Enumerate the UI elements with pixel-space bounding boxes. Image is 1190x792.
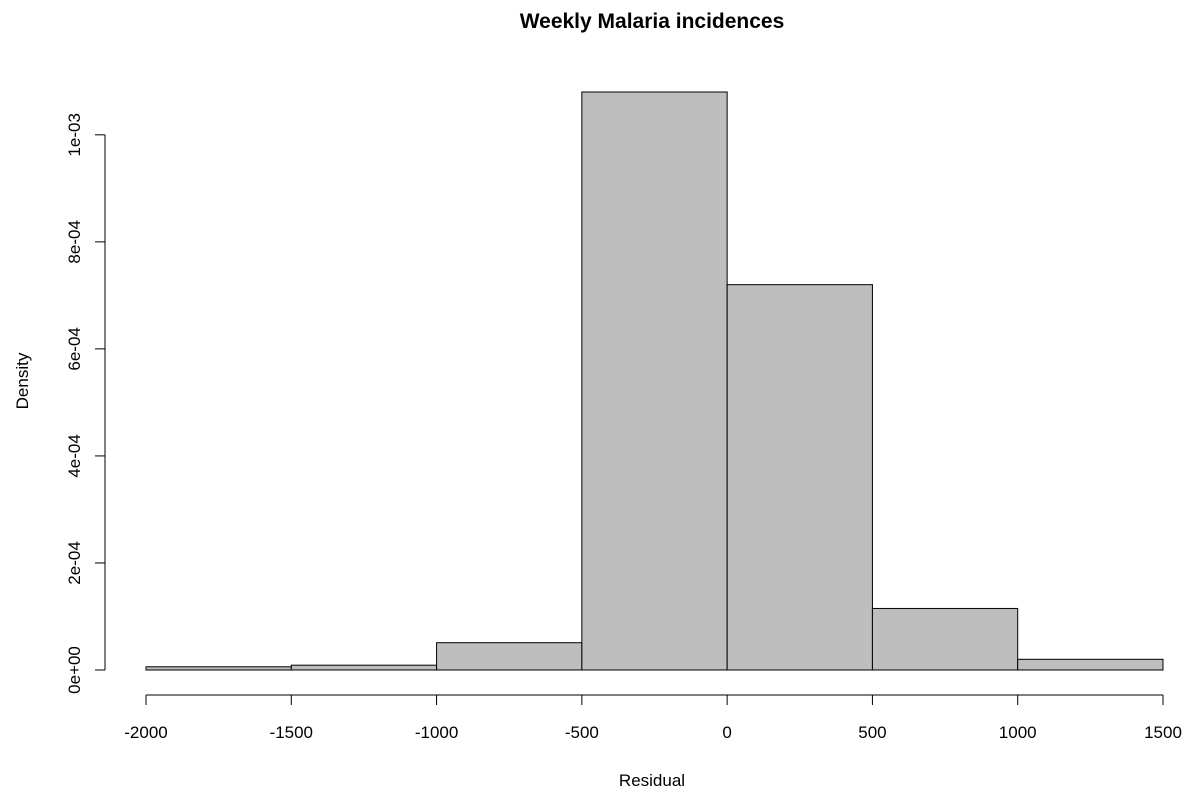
x-tick-label: -2000	[124, 723, 167, 742]
histogram-bar-1	[145, 666, 292, 671]
histogram-bar-5	[726, 284, 873, 671]
y-axis-ticks: 0e+00 2e-04 4e-04 6e-04 8e-04 1e-03	[65, 113, 105, 694]
y-tick-label: 6e-04	[65, 327, 84, 370]
x-axis-ticks: -2000 -1500 -1000 -500 0 500 1000 1500	[124, 695, 1182, 742]
chart-title: Weekly Malaria incidences	[520, 10, 785, 33]
x-tick-label: -1000	[415, 723, 458, 742]
y-tick-label: 0e+00	[65, 646, 84, 694]
x-tick-label: 0	[722, 723, 731, 742]
x-tick-label: 500	[858, 723, 886, 742]
histogram-bar-6	[871, 607, 1019, 671]
histogram-bar-4	[581, 91, 728, 671]
x-tick-label: -500	[565, 723, 599, 742]
histogram-bar-7	[1017, 658, 1164, 671]
x-tick-label: -1500	[270, 723, 313, 742]
bars-group	[145, 91, 1164, 671]
y-tick-label: 4e-04	[65, 434, 84, 477]
y-tick-label: 8e-04	[65, 220, 84, 263]
y-tick-label: 1e-03	[65, 113, 84, 156]
x-axis-label: Residual	[619, 771, 685, 790]
x-tick-label: 1000	[999, 723, 1037, 742]
histogram-bar-3	[436, 642, 583, 671]
x-tick-label: 1500	[1144, 723, 1182, 742]
y-axis-label: Density	[13, 352, 32, 409]
histogram-bar-2	[290, 664, 438, 671]
y-tick-label: 2e-04	[65, 541, 84, 584]
